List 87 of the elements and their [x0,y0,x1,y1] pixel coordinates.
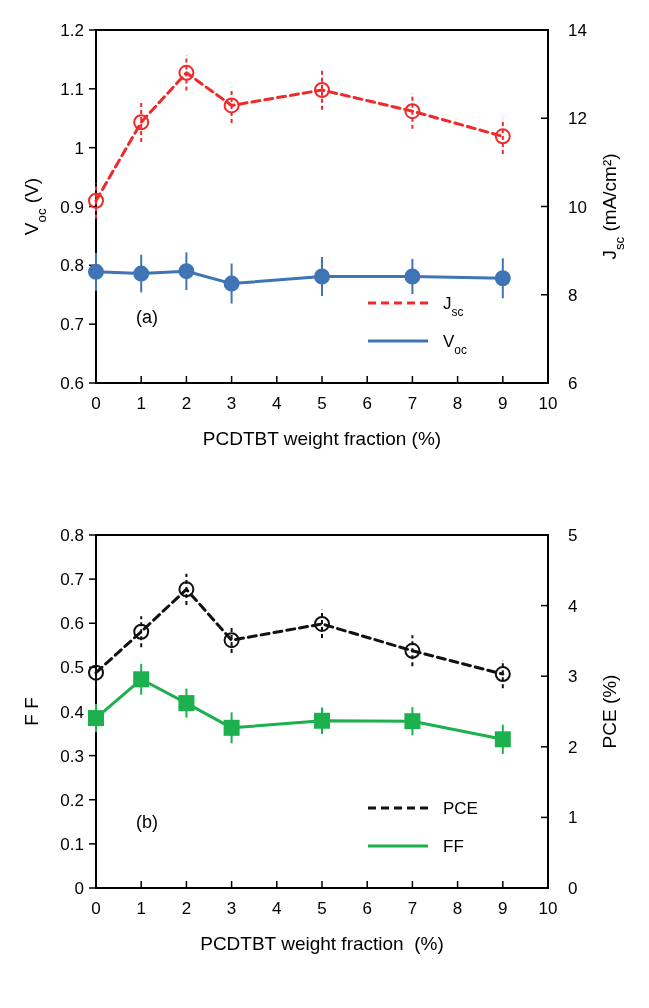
point [133,671,150,688]
annotation: (b) [136,812,158,832]
x-tick-label: 3 [226,394,237,413]
x-tick-label: 0 [91,899,101,918]
y-tick-label: 0.8 [60,256,84,276]
x-tick-label: 6 [362,899,372,918]
x-tick-label: 7 [407,899,418,918]
point [88,192,104,209]
y-tick-label: 0.8 [60,526,84,545]
x-tick-label: 7 [407,394,418,413]
y2-tick-label: 0 [568,879,578,898]
point [314,268,330,285]
x-tick-label: 5 [317,899,327,918]
legend-label: PCE [443,799,478,818]
x-tick-label: 1 [136,899,146,918]
y-tick-label: 0 [74,879,84,898]
y-tick-label: 1 [74,138,84,158]
y-tick-label: 0.4 [60,702,84,722]
x-tick-label: 9 [498,899,508,918]
x-tick-label: 9 [498,394,508,413]
point [404,713,421,730]
point [404,268,421,285]
point [314,712,330,729]
y2-tick-label: 14 [568,21,587,40]
x-tick-label: 8 [452,899,463,918]
point [178,263,195,280]
y2-tick-label: 8 [568,285,578,305]
point [133,114,150,131]
legend-label: J$_{sc}$ [443,294,464,319]
y-tick-label: 0.9 [60,197,84,217]
x-tick-label: 4 [272,899,282,918]
point [178,64,195,81]
y2-axis-title: PCE (%) [599,674,620,749]
x-tick-label: 3 [226,899,237,918]
y2-tick-label: 1 [568,808,578,828]
y-tick-label: 0.5 [60,658,84,678]
legend-label: FF [443,837,464,856]
legend-label: V$_{oc}$ [443,332,467,357]
y2-tick-label: 5 [568,526,578,545]
y-tick-label: 0.3 [60,746,84,766]
point [314,82,330,99]
point [494,270,511,287]
point [178,581,195,598]
point [223,275,240,292]
point [494,731,511,748]
point [88,664,104,681]
x-tick-label: 10 [538,899,558,918]
x-tick-label: 4 [272,394,282,413]
y2-tick-label: 2 [568,737,578,757]
x-axis-title: PCDTBT weight fraction (%) [200,933,444,954]
y2-tick-label: 12 [568,109,587,129]
annotation: (a) [136,307,158,327]
x-tick-label: 2 [181,394,192,413]
x-tick-label: 0 [91,394,101,413]
x-axis-title: PCDTBT weight fraction (%) [202,428,442,449]
point [223,97,240,114]
y-tick-label: 0.7 [60,570,84,590]
point [133,265,150,282]
x-tick-label: 1 [136,394,146,413]
x-tick-label: 8 [452,394,463,413]
point [88,710,104,727]
y2-tick-label: 10 [568,197,587,217]
point [178,695,195,712]
y-tick-label: 1.2 [60,21,84,40]
point [223,719,240,736]
point [133,623,150,640]
x-tick-label: 2 [181,899,192,918]
y-tick-label: 1.1 [60,79,84,99]
x-tick-label: 5 [317,394,327,413]
point [223,632,240,649]
x-tick-label: 6 [362,394,372,413]
point [494,128,511,145]
point [404,642,421,659]
point [404,103,421,120]
point [88,263,104,280]
y2-tick-label: 4 [568,596,578,616]
y-tick-label: 0.6 [60,614,84,634]
point [314,615,330,632]
y-tick-label: 0.1 [60,834,84,854]
y-tick-label: 0.6 [60,374,84,393]
y-tick-label: 0.2 [60,790,84,810]
y2-tick-label: 6 [568,374,578,393]
y2-tick-label: 3 [568,667,578,687]
point [494,666,511,683]
y-axis-title: F F [21,697,42,726]
y-tick-label: 0.7 [60,315,84,335]
x-tick-label: 10 [538,394,558,413]
